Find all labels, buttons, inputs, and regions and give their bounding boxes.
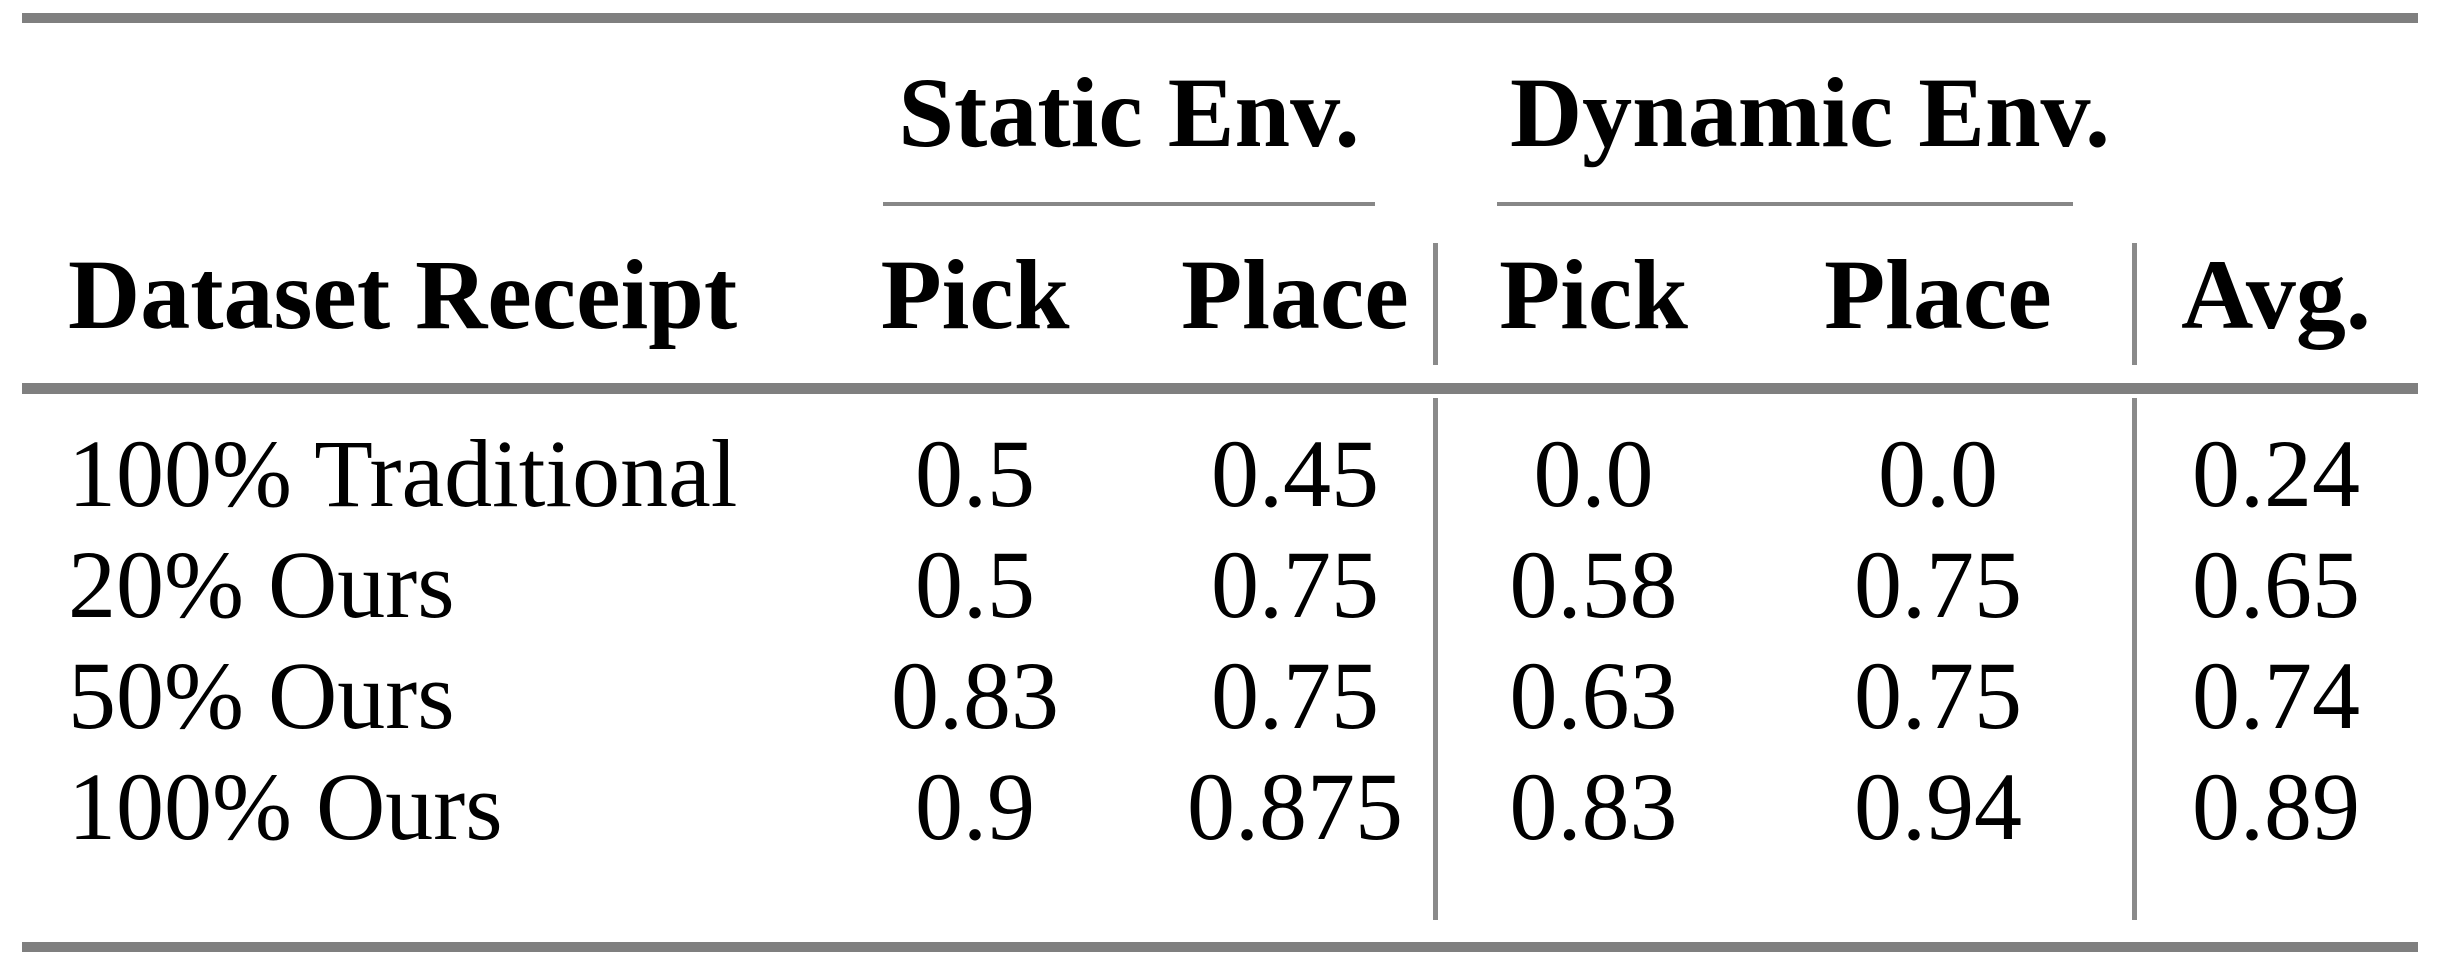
- table-body: 100% Traditional 0.5 0.45 0.0 0.0 0.24 2…: [22, 394, 2418, 862]
- column-header-dynamic-pick: Pick: [1499, 239, 1688, 350]
- cell-static-place: 0.875: [1187, 753, 1403, 860]
- cell-static-place: 0.45: [1211, 420, 1379, 527]
- vertical-separator-1-body: [1433, 398, 1438, 920]
- table-row: 100% Ours 0.9 0.875 0.83 0.94 0.89: [22, 751, 2418, 862]
- column-header-dataset-receipt: Dataset Receipt: [68, 239, 738, 350]
- row-label: 50% Ours: [68, 642, 455, 749]
- bottom-rule: [22, 942, 2418, 952]
- row-label: 20% Ours: [68, 531, 455, 638]
- cell-dynamic-pick: 0.0: [1533, 420, 1654, 527]
- dynamic-env-group-header: Dynamic Env.: [1509, 56, 2111, 168]
- cell-dynamic-place: 0.94: [1854, 753, 2022, 860]
- static-env-group-header: Static Env.: [898, 56, 1360, 168]
- static-env-underline-rule: [883, 202, 1375, 206]
- cell-static-place: 0.75: [1211, 642, 1379, 749]
- cell-dynamic-place: 0.75: [1854, 642, 2022, 749]
- cell-dynamic-place: 0.0: [1878, 420, 1998, 527]
- cell-dynamic-place: 0.75: [1854, 531, 2022, 638]
- cell-avg: 0.89: [2192, 753, 2360, 860]
- cell-static-pick: 0.9: [915, 753, 1035, 860]
- vertical-separator-2-body: [2132, 398, 2137, 920]
- cell-static-pick: 0.5: [915, 531, 1035, 638]
- table-row: 20% Ours 0.5 0.75 0.58 0.75 0.65: [22, 529, 2418, 640]
- cell-static-place: 0.75: [1211, 531, 1379, 638]
- table-row: 100% Traditional 0.5 0.45 0.0 0.0 0.24: [22, 418, 2418, 529]
- row-label: 100% Traditional: [68, 420, 738, 527]
- dynamic-env-underline-rule: [1497, 202, 2073, 206]
- cell-dynamic-pick: 0.83: [1509, 753, 1678, 860]
- top-rule: [22, 13, 2418, 23]
- column-header-avg: Avg.: [2181, 239, 2371, 350]
- vertical-separator-2-header: [2132, 243, 2137, 365]
- cell-static-pick: 0.5: [915, 420, 1035, 527]
- cell-avg: 0.24: [2192, 420, 2360, 527]
- vertical-separator-1-header: [1433, 243, 1438, 365]
- cell-dynamic-pick: 0.58: [1509, 531, 1678, 638]
- cell-static-pick: 0.83: [891, 642, 1059, 749]
- table-row: 50% Ours 0.83 0.75 0.63 0.75 0.74: [22, 640, 2418, 751]
- column-header-dynamic-place: Place: [1824, 239, 2052, 350]
- mid-rule: [22, 383, 2418, 394]
- column-header-static-pick: Pick: [880, 239, 1070, 350]
- column-header-static-place: Place: [1181, 239, 1409, 350]
- row-label: 100% Ours: [68, 753, 503, 860]
- cell-avg: 0.74: [2192, 642, 2360, 749]
- cell-dynamic-pick: 0.63: [1509, 642, 1678, 749]
- cell-avg: 0.65: [2192, 531, 2360, 638]
